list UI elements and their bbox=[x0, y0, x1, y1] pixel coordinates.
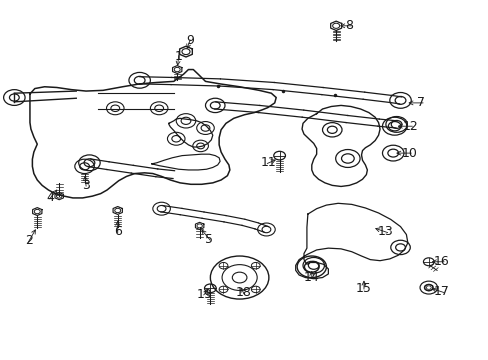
Text: 10: 10 bbox=[401, 147, 416, 159]
Text: 18: 18 bbox=[235, 287, 251, 300]
Text: 7: 7 bbox=[416, 96, 424, 109]
Text: 9: 9 bbox=[185, 34, 193, 48]
Text: 12: 12 bbox=[402, 120, 417, 133]
Text: 19: 19 bbox=[196, 288, 212, 301]
Text: 16: 16 bbox=[433, 255, 449, 268]
Text: 8: 8 bbox=[345, 19, 353, 32]
Text: 4: 4 bbox=[46, 192, 54, 204]
Text: 3: 3 bbox=[82, 179, 90, 192]
Text: 17: 17 bbox=[433, 285, 449, 298]
Text: 13: 13 bbox=[377, 225, 393, 238]
Text: 2: 2 bbox=[25, 234, 33, 247]
Text: 15: 15 bbox=[355, 282, 371, 295]
Text: 6: 6 bbox=[114, 225, 122, 238]
Text: 5: 5 bbox=[205, 233, 213, 246]
Text: 14: 14 bbox=[304, 271, 319, 284]
Text: 11: 11 bbox=[261, 156, 276, 169]
Text: 1: 1 bbox=[174, 50, 182, 63]
